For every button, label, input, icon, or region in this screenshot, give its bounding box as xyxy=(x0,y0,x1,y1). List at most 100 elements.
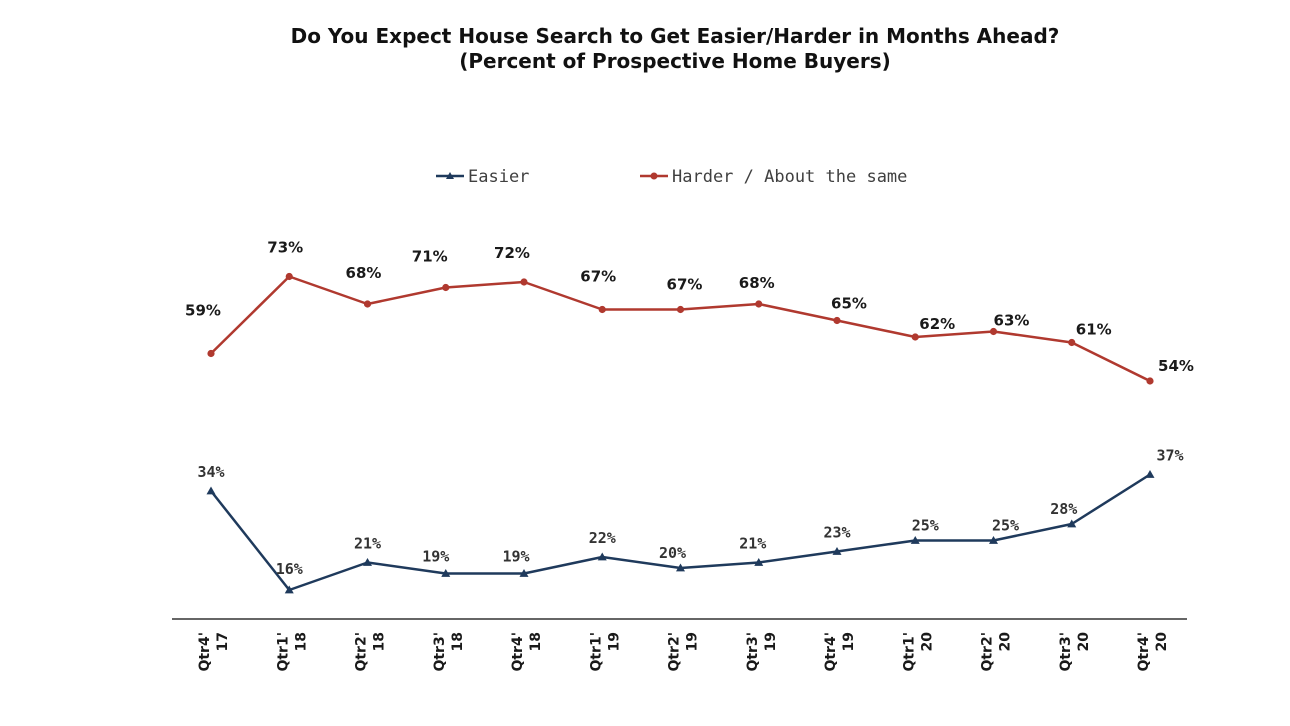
data-point-circle xyxy=(833,316,841,325)
chart-title-line1: Do You Expect House Search to Get Easier… xyxy=(290,24,1060,48)
data-label: 28% xyxy=(1050,500,1077,518)
data-label: 65% xyxy=(831,295,867,313)
x-tick-label-year: 18 xyxy=(372,632,388,651)
data-label: 16% xyxy=(276,560,303,578)
x-tick-label-quarter: Qtr3' xyxy=(745,632,761,672)
x-tick-label-quarter: Qtr2' xyxy=(980,632,996,672)
data-point-circle xyxy=(285,272,293,281)
x-tick-label-quarter: Qtr1' xyxy=(275,632,291,672)
data-label: 54% xyxy=(1158,357,1194,375)
data-label: 68% xyxy=(739,274,775,292)
data-point-circle xyxy=(520,278,528,286)
data-label: 61% xyxy=(1076,321,1112,339)
data-label: 37% xyxy=(1156,447,1183,465)
chart-title-line2: (Percent of Prospective Home Buyers) xyxy=(459,49,891,73)
legend-item-easier: Easier xyxy=(436,167,529,187)
legend-label: Harder / About the same xyxy=(672,167,907,187)
x-tick-label-year: 20 xyxy=(919,632,935,652)
x-tick-label-year: 20 xyxy=(998,632,1014,652)
legend-label: Easier xyxy=(468,167,529,187)
x-tick-label: Qtr3' 20 xyxy=(1058,632,1092,672)
x-tick-label: Qtr2' 20 xyxy=(980,632,1014,672)
data-point-circle xyxy=(207,349,215,358)
chart-title: Do You Expect House Search to Get Easier… xyxy=(0,24,1290,74)
x-tick-label-quarter: Qtr4' xyxy=(197,632,213,672)
data-label: 67% xyxy=(667,276,703,294)
data-point-circle xyxy=(911,333,919,341)
x-tick-label-year: 18 xyxy=(450,632,466,651)
data-point-circle xyxy=(1146,377,1154,385)
series-easier: 34% 16% 21% 19% 19% 22% 20% 21% 23% 25% 25% 28% 37% xyxy=(197,447,1184,594)
data-point-circle xyxy=(989,327,998,336)
x-tick-label-year: 17 xyxy=(215,632,231,651)
data-point-triangle xyxy=(519,569,529,577)
data-label: 23% xyxy=(823,524,850,542)
x-tick-label: Qtr3' 19 xyxy=(745,632,779,672)
legend-marker-circle xyxy=(650,172,658,180)
series-harder: 59% 73% 68% 71% 72% 67% 67% 68% 65% 62% 63% 61% 54% xyxy=(185,239,1194,385)
x-tick-label: Qtr2' 18 xyxy=(354,632,388,672)
x-tick-label: Qtr3' 18 xyxy=(432,632,466,672)
legend-item-harder: Harder / About the same xyxy=(640,167,907,187)
data-label: 63% xyxy=(994,312,1030,330)
data-point-triangle xyxy=(754,558,764,566)
data-label: 67% xyxy=(580,268,616,286)
data-point-circle xyxy=(755,300,763,308)
x-tick-label: Qtr4' 19 xyxy=(823,632,857,672)
data-point-circle xyxy=(363,300,372,308)
plot-area: 34% 16% 21% 19% 19% 22% 20% 21% 23% 25% 25% 28% 37% 5… xyxy=(185,239,1194,594)
data-label: 25% xyxy=(912,517,939,535)
x-tick-label-quarter: Qtr3' xyxy=(432,632,448,672)
x-tick-label-quarter: Qtr4' xyxy=(1136,632,1152,672)
data-label: 19% xyxy=(422,548,449,566)
data-point-triangle xyxy=(363,558,372,566)
data-point-triangle xyxy=(989,536,998,544)
legend-marker-triangle xyxy=(446,172,454,179)
data-point-triangle xyxy=(206,486,216,495)
data-point-triangle xyxy=(832,547,842,555)
data-point-triangle xyxy=(1145,470,1155,478)
data-label: 25% xyxy=(992,517,1019,535)
data-point-triangle xyxy=(910,536,920,544)
x-tick-label: Qtr1' 18 xyxy=(275,632,309,672)
data-label: 22% xyxy=(589,529,616,547)
data-point-triangle xyxy=(676,563,685,572)
x-tick-label-quarter: Qtr1' xyxy=(901,632,917,672)
data-label: 73% xyxy=(267,239,303,257)
x-tick-label-quarter: Qtr4' xyxy=(510,632,526,672)
data-label: 21% xyxy=(354,535,381,553)
data-label: 68% xyxy=(346,264,382,282)
x-tick-label-quarter: Qtr3' xyxy=(1058,632,1074,672)
x-tick-label-year: 18 xyxy=(293,632,309,651)
x-tick-label-year: 19 xyxy=(763,632,779,651)
x-axis: Qtr4' 17 Qtr1' 18 Qtr2' 18 Qtr3' 18 Qtr4' 18 Qtr1'… xyxy=(172,618,1187,672)
x-tick-label-quarter: Qtr2' xyxy=(667,632,683,672)
x-tick-label: Qtr1' 20 xyxy=(901,632,935,672)
data-label: 34% xyxy=(197,463,224,481)
data-point-circle xyxy=(676,305,685,314)
x-tick-label-year: 19 xyxy=(606,632,622,651)
x-tick-label-quarter: Qtr2' xyxy=(354,632,370,672)
x-tick-label: Qtr4' 18 xyxy=(510,632,544,672)
x-tick-label-quarter: Qtr1' xyxy=(588,632,604,672)
x-tick-label: Qtr2' 19 xyxy=(667,632,701,672)
x-tick-label-year: 19 xyxy=(841,632,857,651)
data-point-triangle xyxy=(597,552,607,561)
x-tick-label-quarter: Qtr4' xyxy=(823,632,839,672)
data-label: 20% xyxy=(659,544,686,562)
data-point-circle xyxy=(442,283,450,292)
data-label: 19% xyxy=(502,548,529,566)
legend: Easier Harder / About the same xyxy=(436,167,907,187)
data-point-triangle xyxy=(284,585,294,594)
data-label: 62% xyxy=(919,315,955,333)
x-tick-label: Qtr4' 20 xyxy=(1136,632,1170,672)
x-tick-label-year: 19 xyxy=(685,632,701,651)
data-point-circle xyxy=(1068,338,1076,347)
data-label: 59% xyxy=(185,302,221,320)
data-label: 71% xyxy=(412,248,448,266)
data-label: 72% xyxy=(494,244,530,262)
x-tick-label: Qtr4' 17 xyxy=(197,632,231,672)
x-tick-label-year: 18 xyxy=(528,632,544,651)
data-point-triangle xyxy=(1067,519,1077,528)
